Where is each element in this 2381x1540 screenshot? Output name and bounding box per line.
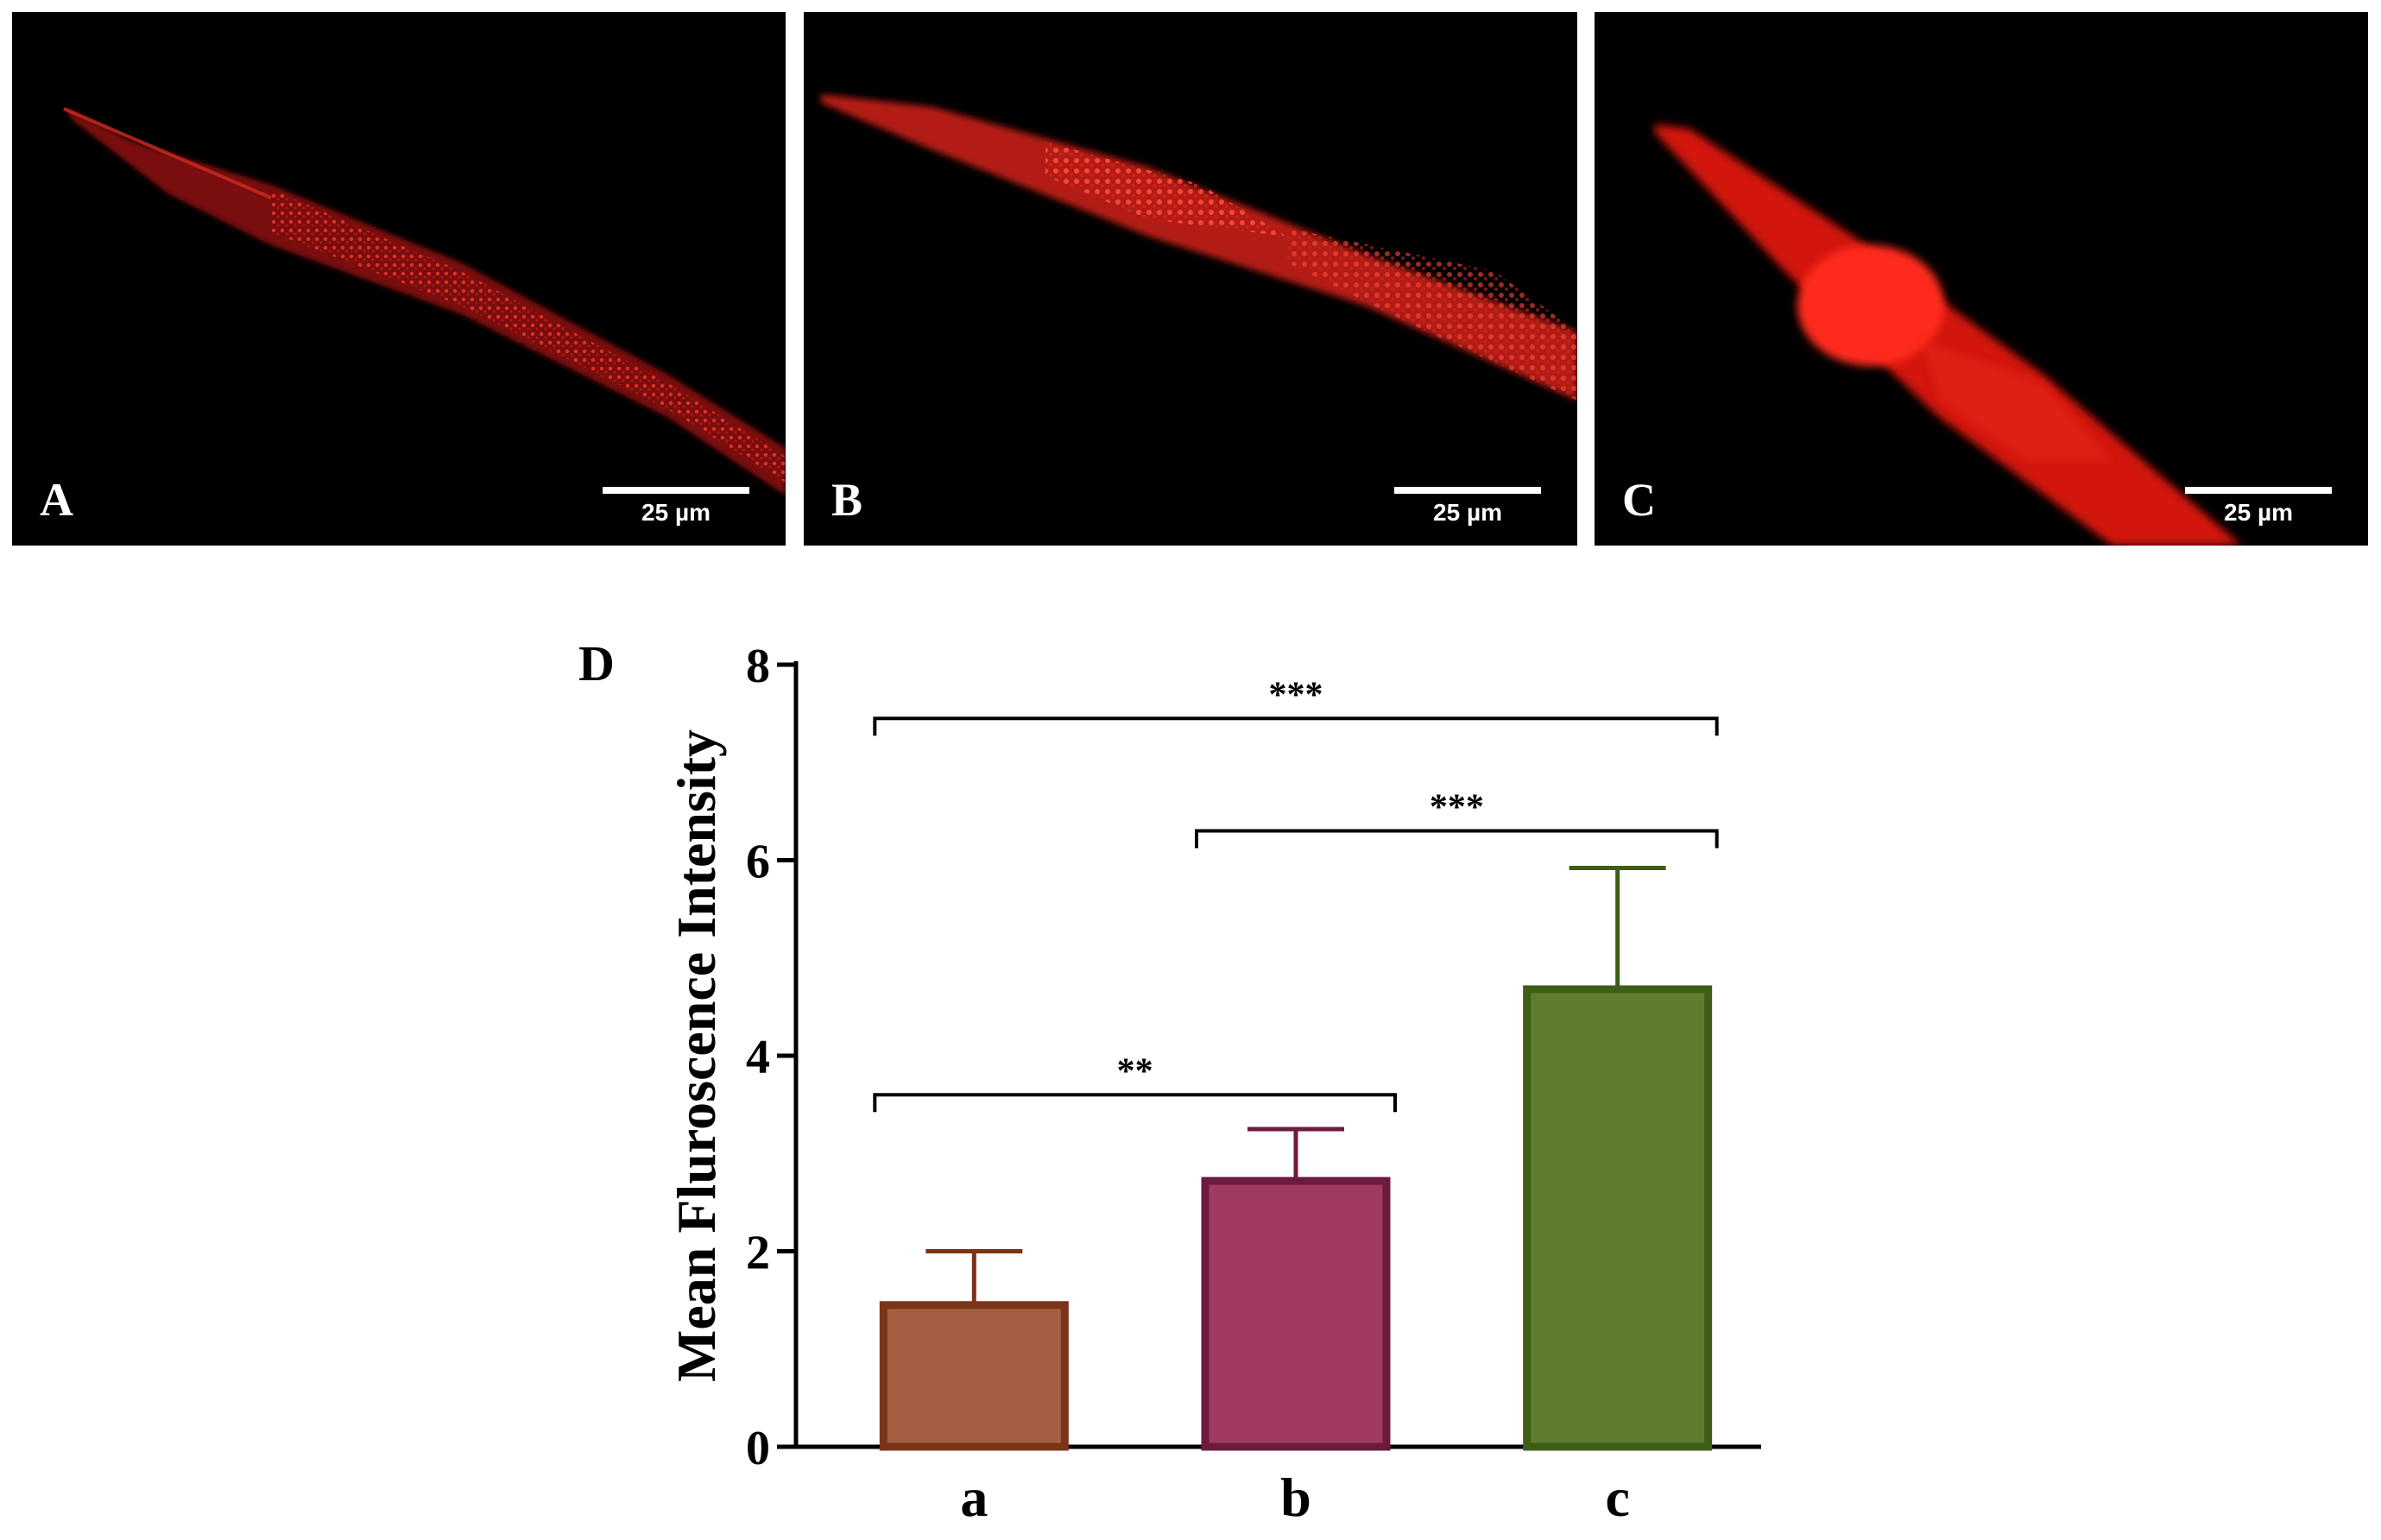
significance-bracket <box>873 716 1719 736</box>
x-tick-label: b <box>1280 1467 1311 1528</box>
scale-bar <box>603 487 749 494</box>
y-tick-label: 4 <box>746 1031 770 1084</box>
scale-label: 25 µm <box>2224 499 2293 526</box>
panel-letter: B <box>831 474 863 526</box>
panel-letter: C <box>1622 474 1656 526</box>
x-tick-label: a <box>960 1467 988 1528</box>
bar-b <box>1201 1177 1391 1451</box>
bar-a <box>879 1301 1069 1451</box>
panel-letter: A <box>40 474 73 526</box>
nematode-image-c <box>1655 124 2242 546</box>
y-tick-label: 8 <box>746 640 770 693</box>
significance-bracket <box>873 1093 1397 1113</box>
scale-bar <box>1394 487 1541 494</box>
significance-label: *** <box>1430 788 1484 828</box>
significance-label: ** <box>1117 1051 1153 1091</box>
micrograph-panel-c: C 25 µm <box>1595 12 2368 546</box>
significance-label: *** <box>1269 675 1323 715</box>
axes: 0 2 4 6 8 <box>746 640 1761 1475</box>
significance-brackets: ******** <box>873 675 1719 1113</box>
panel-letter-d: D <box>578 635 615 691</box>
y-tick-label: 0 <box>746 1422 770 1475</box>
scale-label: 25 µm <box>1433 499 1502 526</box>
y-tick-label: 6 <box>746 836 770 889</box>
y-tick-label: 2 <box>746 1227 770 1280</box>
micrograph-panel-a: A 25 µm <box>12 12 786 546</box>
nematode-image-b <box>821 94 1577 401</box>
y-axis-label: Mean Fluroscence Intensity <box>666 729 727 1382</box>
scale-label: 25 µm <box>641 499 711 526</box>
significance-bracket <box>1195 829 1719 849</box>
bars: a b c <box>879 866 1713 1528</box>
x-tick-label: c <box>1605 1467 1629 1528</box>
bar-c <box>1523 985 1713 1451</box>
nematode-image-a <box>63 107 786 495</box>
micrograph-panel-b: B 25 µm <box>804 12 1577 546</box>
scale-bar <box>2185 487 2332 494</box>
